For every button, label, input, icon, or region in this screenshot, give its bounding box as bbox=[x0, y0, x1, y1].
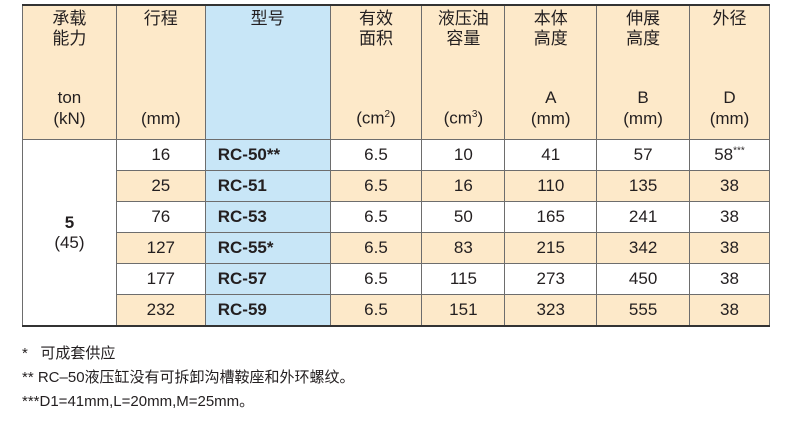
table-row: 232 RC-59 6.5 151 323 555 38 bbox=[23, 294, 770, 327]
d-cell: 38 bbox=[689, 170, 770, 202]
table-row: 177 RC-57 6.5 115 273 450 38 bbox=[23, 263, 770, 295]
d-cell: 38 bbox=[689, 232, 770, 264]
a-cell: 110 bbox=[504, 170, 598, 202]
table-row: 5 (45) 16 RC-50** 6.5 10 41 57 58*** bbox=[22, 139, 770, 327]
model-cell: RC-53 bbox=[204, 201, 331, 233]
stroke-cell: 76 bbox=[115, 201, 206, 233]
table-row: 127 RC-55* 6.5 83 215 342 38 bbox=[23, 232, 770, 264]
header-capacity: 承载 能力 ton (kN) bbox=[22, 4, 117, 140]
a-cell: 41 bbox=[504, 139, 598, 171]
stroke-cell: 127 bbox=[115, 232, 206, 264]
model-cell: RC-50** bbox=[204, 139, 331, 171]
footnote: * 可成套供应 bbox=[22, 345, 116, 362]
header-area: 有效 面积 (cm2) bbox=[329, 4, 423, 140]
stroke-cell: 16 bbox=[115, 139, 206, 171]
header-body-height: 本体 高度 A (mm) bbox=[504, 4, 598, 140]
footnotes: * 可成套供应 ** RC–50液压缸没有可拆卸沟槽鞍座和外环螺纹。 ***D1… bbox=[22, 342, 355, 414]
oil-cell: 16 bbox=[421, 170, 506, 202]
footnote: ** RC–50液压缸没有可拆卸沟槽鞍座和外环螺纹。 bbox=[22, 369, 355, 386]
b-cell: 450 bbox=[596, 263, 691, 295]
area-cell: 6.5 bbox=[329, 232, 423, 264]
area-cell: 6.5 bbox=[329, 170, 423, 202]
header-row: 承载 能力 ton (kN) 行程 (mm) 型号 有效 面积 (cm2) 液压油 容量 (cm… bbox=[22, 4, 770, 140]
oil-cell: 10 bbox=[421, 139, 506, 171]
oil-cell: 115 bbox=[421, 263, 506, 295]
header-outer-dia: 外径 D (mm) bbox=[689, 4, 770, 140]
area-cell: 6.5 bbox=[329, 263, 423, 295]
b-cell: 135 bbox=[596, 170, 691, 202]
stroke-cell: 232 bbox=[115, 294, 206, 327]
a-cell: 273 bbox=[504, 263, 598, 295]
area-cell: 6.5 bbox=[329, 139, 423, 171]
stroke-cell: 25 bbox=[115, 170, 206, 202]
header-stroke: 行程 (mm) bbox=[115, 4, 206, 140]
area-cell: 6.5 bbox=[329, 294, 423, 327]
b-cell: 342 bbox=[596, 232, 691, 264]
table-row: 76 RC-53 6.5 50 165 241 38 bbox=[23, 201, 770, 233]
header-ext-height: 伸展 高度 B (mm) bbox=[596, 4, 691, 140]
model-cell: RC-59 bbox=[204, 294, 331, 327]
capacity-cell: 5 (45) bbox=[22, 139, 117, 327]
a-cell: 215 bbox=[504, 232, 598, 264]
model-cell: RC-55* bbox=[204, 232, 331, 264]
b-cell: 57 bbox=[596, 139, 691, 171]
d-cell: 58*** bbox=[689, 139, 770, 171]
footnote: ***D1=41mm,L=20mm,M=25mm。 bbox=[22, 393, 255, 410]
model-cell: RC-57 bbox=[204, 263, 331, 295]
a-cell: 323 bbox=[504, 294, 598, 327]
oil-cell: 151 bbox=[421, 294, 506, 327]
b-cell: 555 bbox=[596, 294, 691, 327]
b-cell: 241 bbox=[596, 201, 691, 233]
model-cell: RC-51 bbox=[204, 170, 331, 202]
stroke-cell: 177 bbox=[115, 263, 206, 295]
header-oil: 液压油 容量 (cm3) bbox=[421, 4, 506, 140]
oil-cell: 83 bbox=[421, 232, 506, 264]
d-cell: 38 bbox=[689, 263, 770, 295]
area-cell: 6.5 bbox=[329, 201, 423, 233]
oil-cell: 50 bbox=[421, 201, 506, 233]
d-cell: 38 bbox=[689, 201, 770, 233]
table-row: 25 RC-51 6.5 16 110 135 38 bbox=[23, 170, 770, 202]
spec-table: 承载 能力 ton (kN) 行程 (mm) 型号 有效 面积 (cm2) 液压油 容量 (cm… bbox=[22, 4, 770, 327]
header-model: 型号 bbox=[204, 4, 331, 140]
a-cell: 165 bbox=[504, 201, 598, 233]
d-cell: 38 bbox=[689, 294, 770, 327]
